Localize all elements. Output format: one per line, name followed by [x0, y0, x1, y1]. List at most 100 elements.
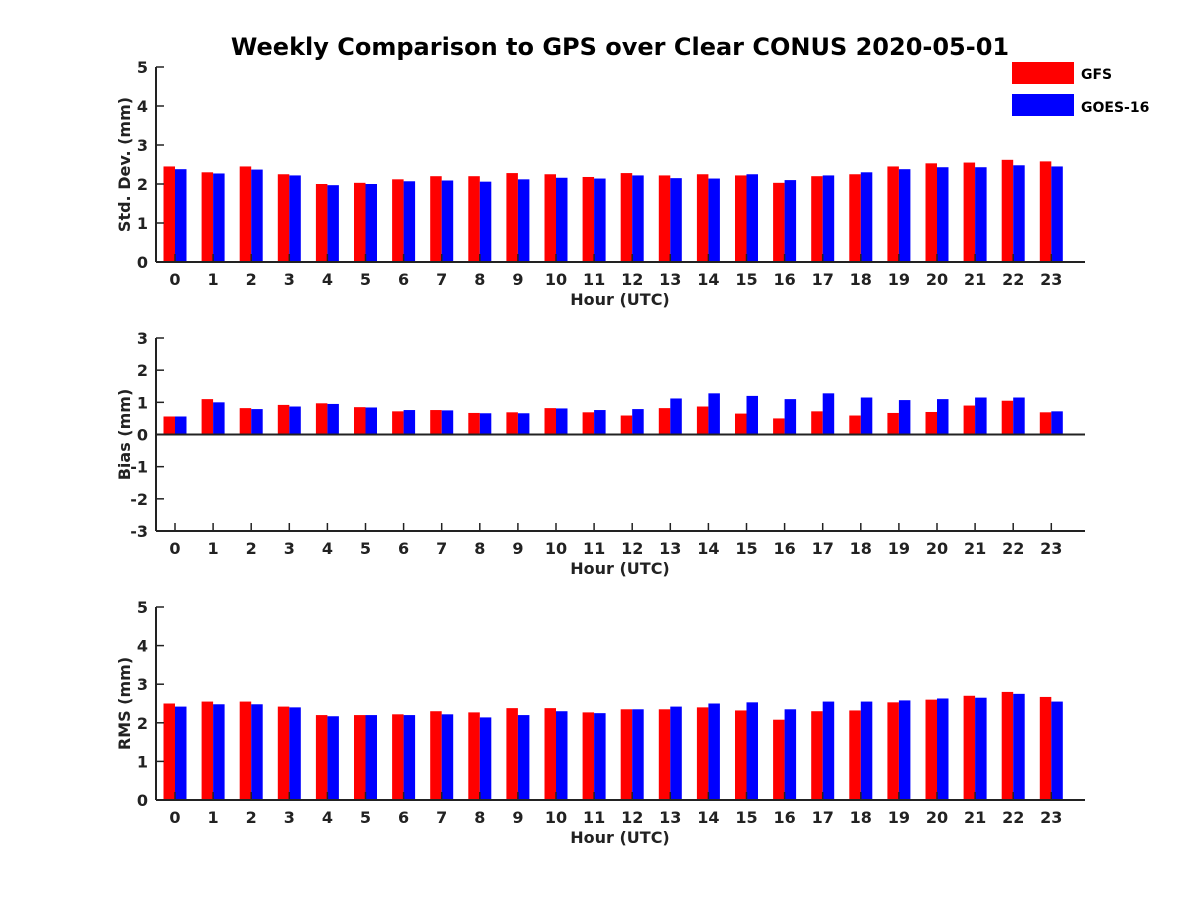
x-axis-label: Hour (UTC)	[570, 290, 670, 309]
bar-gfs-hour-13	[658, 709, 671, 800]
bar-gfs-hour-10	[544, 408, 556, 435]
bar-gfs-hour-2	[239, 408, 252, 435]
bar-gfs-hour-4	[315, 715, 328, 800]
bar-gfs-hour-15	[735, 413, 747, 435]
bar-gfs-hour-14	[696, 174, 709, 262]
bar-gfs-hour-1	[201, 399, 214, 435]
x-tick-label: 14	[697, 270, 719, 289]
y-tick-label: 2	[137, 361, 148, 380]
bar-goes16-hour-11	[594, 410, 606, 435]
x-tick-label: 4	[322, 808, 333, 827]
bar-goes16-hour-14	[708, 703, 720, 800]
bar-gfs-hour-5	[354, 182, 366, 262]
x-tick-label: 8	[474, 270, 485, 289]
bar-gfs-hour-8	[468, 412, 480, 435]
bar-gfs-hour-11	[582, 176, 595, 262]
bar-gfs-hour-13	[658, 408, 671, 435]
bar-gfs-hour-19	[887, 702, 899, 800]
y-tick-label: -3	[130, 522, 148, 541]
legend: GFS GOES-16	[1012, 62, 1149, 116]
bar-goes16-hour-13	[670, 398, 682, 435]
bar-goes16-hour-20	[937, 399, 949, 435]
legend-label-gfs: GFS	[1081, 67, 1112, 83]
bar-goes16-hour-18	[860, 701, 873, 800]
bar-gfs-hour-17	[811, 711, 823, 800]
bar-gfs-hour-6	[392, 411, 404, 435]
bar-gfs-hour-5	[354, 715, 366, 800]
x-tick-label: 8	[474, 539, 485, 558]
legend-label-goes16: GOES-16	[1081, 100, 1149, 116]
y-tick-label: 2	[137, 714, 148, 733]
bar-gfs-hour-19	[887, 166, 899, 262]
x-tick-label: 22	[1002, 270, 1024, 289]
y-tick-label: 4	[137, 97, 148, 116]
bar-goes16-hour-19	[898, 400, 911, 435]
x-tick-label: 9	[512, 270, 523, 289]
x-tick-label: 5	[360, 539, 371, 558]
bar-goes16-hour-8	[479, 181, 492, 262]
x-tick-label: 15	[735, 808, 757, 827]
x-tick-label: 11	[583, 808, 605, 827]
bar-gfs-hour-6	[392, 714, 404, 800]
bar-gfs-hour-20	[925, 163, 937, 262]
bar-gfs-hour-9	[506, 708, 518, 800]
bar-goes16-hour-5	[365, 407, 377, 435]
bar-gfs-hour-3	[277, 706, 290, 800]
bar-goes16-hour-9	[517, 715, 530, 800]
bar-goes16-hour-17	[822, 393, 835, 435]
x-tick-label: 3	[284, 270, 295, 289]
bar-gfs-hour-8	[468, 712, 480, 800]
bar-goes16-hour-8	[479, 717, 492, 800]
bar-goes16-hour-19	[898, 169, 911, 262]
y-axis-label: RMS (mm)	[115, 657, 134, 750]
bar-gfs-hour-1	[201, 172, 214, 262]
y-tick-label: 3	[137, 675, 148, 694]
bar-goes16-hour-16	[784, 399, 797, 435]
x-tick-label: 23	[1040, 539, 1062, 558]
x-tick-label: 12	[621, 808, 643, 827]
bar-goes16-hour-7	[441, 410, 454, 435]
x-tick-label: 1	[208, 270, 219, 289]
x-tick-label: 6	[398, 808, 409, 827]
bar-gfs-hour-18	[849, 710, 861, 800]
bar-goes16-hour-1	[213, 173, 225, 262]
y-axis-label: Bias (mm)	[115, 389, 134, 481]
x-tick-label: 6	[398, 270, 409, 289]
bar-goes16-hour-0	[175, 706, 187, 800]
bar-gfs-hour-7	[430, 176, 442, 262]
x-tick-label: 3	[284, 539, 295, 558]
bar-goes16-hour-17	[822, 175, 835, 262]
y-tick-label: 5	[137, 58, 148, 77]
x-tick-label: 18	[850, 539, 872, 558]
bar-gfs-hour-12	[620, 415, 633, 435]
bar-goes16-hour-4	[327, 716, 339, 800]
bar-gfs-hour-16	[773, 418, 785, 435]
bar-goes16-hour-23	[1051, 166, 1063, 262]
bar-goes16-hour-6	[403, 410, 416, 435]
x-tick-label: 18	[850, 270, 872, 289]
x-tick-label: 22	[1002, 539, 1024, 558]
x-axis-label: Hour (UTC)	[570, 559, 670, 578]
y-tick-label: -1	[130, 458, 148, 477]
x-tick-label: 16	[773, 539, 795, 558]
x-tick-label: 13	[659, 539, 681, 558]
bar-goes16-hour-21	[975, 167, 987, 262]
bar-gfs-hour-21	[963, 695, 976, 800]
bar-gfs-hour-18	[849, 174, 861, 262]
bar-goes16-hour-5	[365, 184, 377, 262]
bar-goes16-hour-12	[632, 175, 644, 262]
x-tick-label: 17	[812, 270, 834, 289]
bar-gfs-hour-7	[430, 711, 442, 800]
bar-gfs-hour-2	[239, 701, 252, 800]
x-tick-label: 22	[1002, 808, 1024, 827]
bar-gfs-hour-0	[163, 416, 175, 435]
bar-goes16-hour-2	[251, 409, 263, 435]
bar-goes16-hour-0	[175, 169, 187, 262]
x-tick-label: 17	[812, 539, 834, 558]
chart-title: Weekly Comparison to GPS over Clear CONU…	[231, 33, 1009, 61]
x-tick-label: 23	[1040, 808, 1062, 827]
bar-gfs-hour-13	[658, 175, 671, 262]
bar-goes16-hour-16	[784, 180, 797, 262]
